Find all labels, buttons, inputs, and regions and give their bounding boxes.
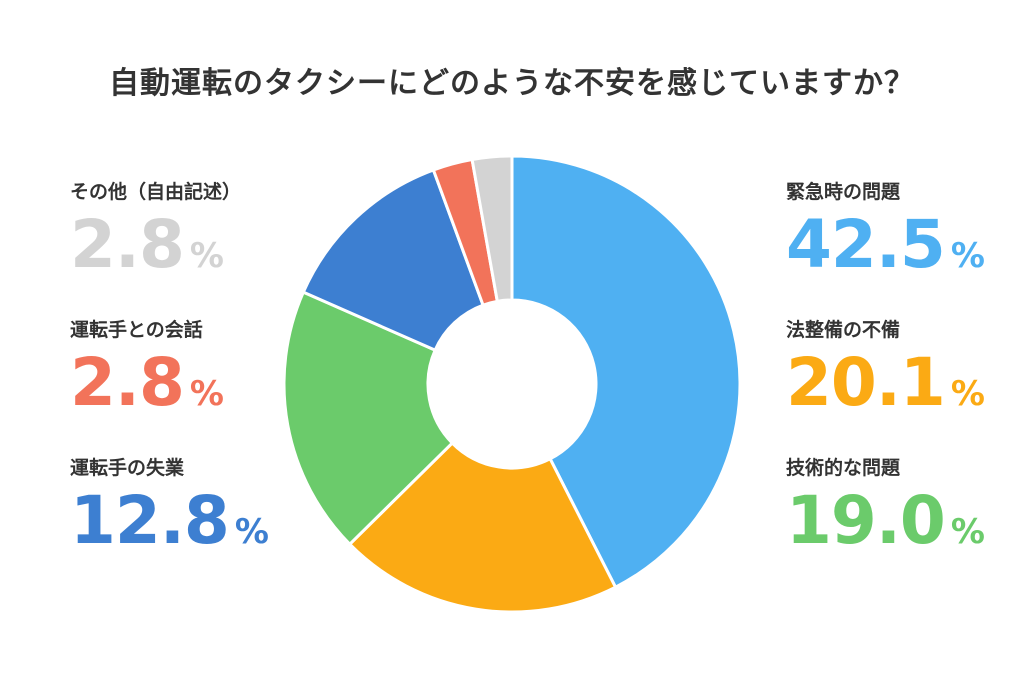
legend-value: 20.1% <box>786 348 1024 435</box>
legend-item-job-loss: 運転手の失業 12.8% <box>70 456 330 573</box>
percent-sign: % <box>189 236 224 276</box>
percent-sign: % <box>189 374 224 414</box>
legend-label: 緊急時の問題 <box>786 181 901 203</box>
legend-number: 42.5 <box>786 206 946 283</box>
percent-sign: % <box>950 374 985 414</box>
pie-slice-3 <box>301 168 485 352</box>
pie-slice-5 <box>470 154 514 303</box>
legend-number: 2.8 <box>70 344 185 421</box>
percent-sign: % <box>234 512 269 552</box>
legend-value: 2.8% <box>70 210 330 297</box>
pie-slice-0 <box>510 154 742 589</box>
pie-slice-2 <box>282 290 454 546</box>
legend-value: 2.8% <box>70 348 330 435</box>
legend-item-conversation: 運転手との会話 2.8% <box>70 318 330 435</box>
legend-value: 42.5% <box>786 210 1024 297</box>
percent-sign: % <box>950 236 985 276</box>
legend-label: 法整備の不備 <box>786 319 901 341</box>
legend-value: 12.8% <box>70 486 330 573</box>
legend-number: 12.8 <box>70 482 230 559</box>
legend-number: 20.1 <box>786 344 946 421</box>
legend-number: 2.8 <box>70 206 185 283</box>
legend-number: 19.0 <box>786 482 946 559</box>
legend-item-emergency: 緊急時の問題 42.5% <box>786 180 1024 297</box>
legend-label: 技術的な問題 <box>786 457 901 479</box>
chart-title: 自動運転のタクシーにどのような不安を感じていますか？ <box>109 66 915 101</box>
legend-item-other: その他（自由記述） 2.8% <box>70 180 330 297</box>
legend-label: その他（自由記述） <box>70 181 242 203</box>
percent-sign: % <box>950 512 985 552</box>
legend-label: 運転手の失業 <box>70 457 185 479</box>
legend-item-technical: 技術的な問題 19.0% <box>786 456 1024 573</box>
legend-value: 19.0% <box>786 486 1024 573</box>
legend-label: 運転手との会話 <box>70 319 203 341</box>
pie-slice-1 <box>348 441 618 614</box>
legend-item-legislation: 法整備の不備 20.1% <box>786 318 1024 435</box>
